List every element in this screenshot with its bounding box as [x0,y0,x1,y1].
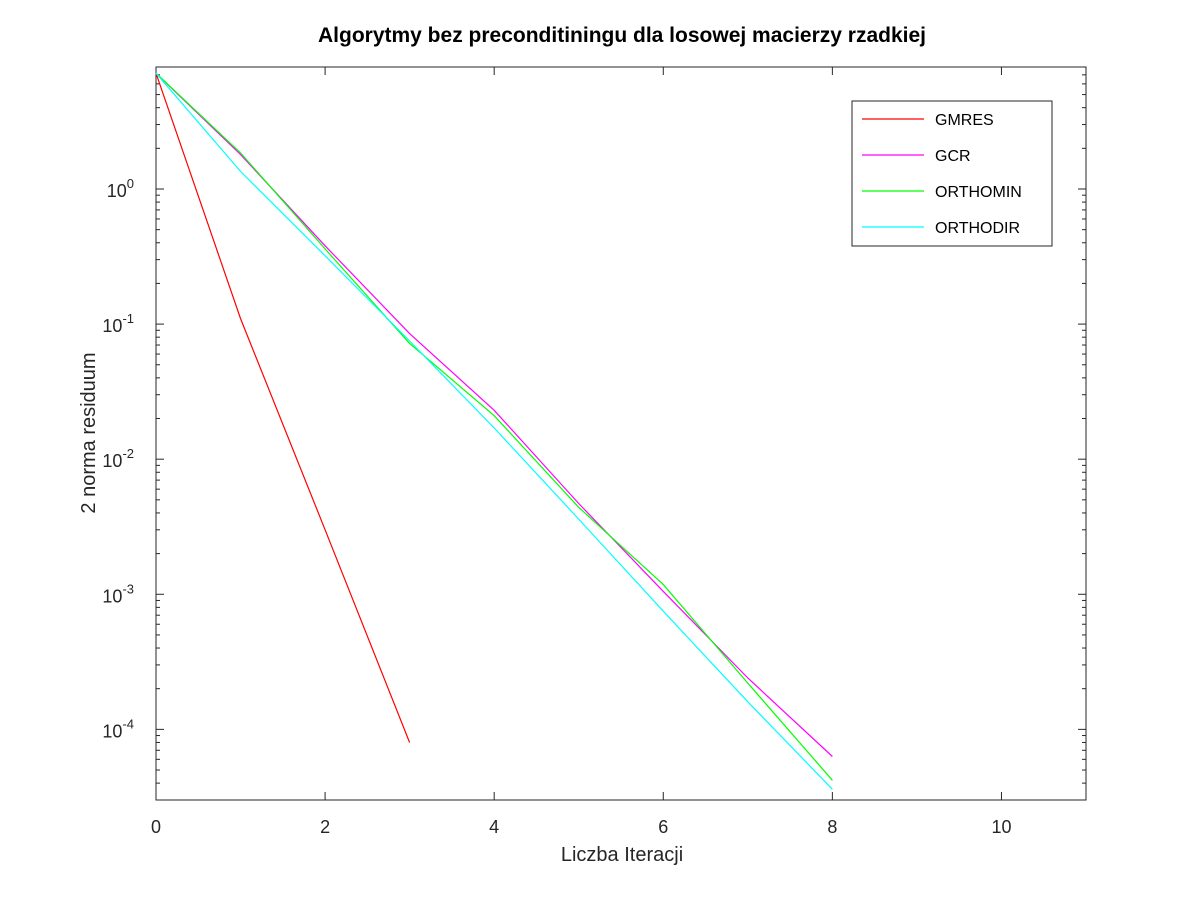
series-line-orthodir [155,72,833,790]
x-tick-label: 2 [320,817,330,837]
y-tick-label: 10-3 [102,581,134,606]
x-tick-label: 10 [991,817,1011,837]
series-line-orthomin [155,72,833,781]
legend: GMRES GCR ORTHOMIN ORTHODIR [851,100,1053,247]
x-tick-label: 4 [489,817,499,837]
x-tick-label: 0 [151,817,161,837]
chart-title: Algorytmy bez preconditiningu dla losowe… [318,24,926,47]
legend-label-gcr: GCR [935,148,971,165]
legend-label-orthomin: ORTHOMIN [935,184,1022,201]
y-tick-label: 10-2 [102,446,134,471]
y-tick-label: 100 [107,176,134,201]
legend-box [851,100,1053,247]
legend-label-orthodir: ORTHODIR [935,220,1020,237]
y-tick-label: 10-1 [102,311,134,336]
y-tick-label: 10-4 [102,716,134,741]
legend-label-gmres: GMRES [935,112,994,129]
x-axis-label: Liczba Iteracji [561,844,683,866]
series-line-gmres [155,73,411,743]
x-tick-label: 6 [658,817,668,837]
y-axis-label: 2 norma residuum [78,352,100,513]
x-tick-label: 8 [827,817,837,837]
